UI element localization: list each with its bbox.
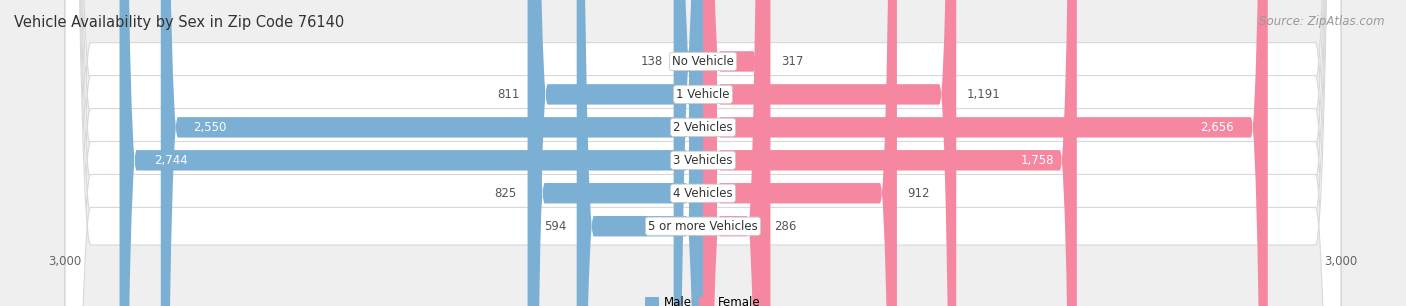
Text: 2 Vehicles: 2 Vehicles (673, 121, 733, 134)
FancyBboxPatch shape (576, 0, 703, 306)
Text: 2,656: 2,656 (1201, 121, 1234, 134)
Text: No Vehicle: No Vehicle (672, 55, 734, 68)
Text: 3 Vehicles: 3 Vehicles (673, 154, 733, 167)
FancyBboxPatch shape (65, 0, 1341, 306)
FancyBboxPatch shape (703, 0, 956, 306)
FancyBboxPatch shape (65, 0, 1341, 306)
Text: 2,550: 2,550 (193, 121, 226, 134)
FancyBboxPatch shape (160, 0, 703, 306)
FancyBboxPatch shape (120, 0, 703, 306)
FancyBboxPatch shape (673, 0, 703, 306)
Text: 2,744: 2,744 (155, 154, 188, 167)
Text: 594: 594 (544, 220, 567, 233)
FancyBboxPatch shape (65, 0, 1341, 306)
FancyBboxPatch shape (65, 0, 1341, 306)
Text: 1,191: 1,191 (967, 88, 1001, 101)
FancyBboxPatch shape (703, 0, 1077, 306)
Text: Vehicle Availability by Sex in Zip Code 76140: Vehicle Availability by Sex in Zip Code … (14, 15, 344, 30)
Legend: Male, Female: Male, Female (641, 291, 765, 306)
Text: 5 or more Vehicles: 5 or more Vehicles (648, 220, 758, 233)
Text: 4 Vehicles: 4 Vehicles (673, 187, 733, 200)
Text: 811: 811 (498, 88, 520, 101)
FancyBboxPatch shape (703, 0, 1268, 306)
FancyBboxPatch shape (65, 0, 1341, 306)
FancyBboxPatch shape (703, 0, 763, 306)
Text: 286: 286 (775, 220, 797, 233)
FancyBboxPatch shape (65, 0, 1341, 306)
Text: 317: 317 (782, 55, 803, 68)
FancyBboxPatch shape (530, 0, 703, 306)
FancyBboxPatch shape (527, 0, 703, 306)
Text: 1 Vehicle: 1 Vehicle (676, 88, 730, 101)
FancyBboxPatch shape (703, 0, 770, 306)
Text: Source: ZipAtlas.com: Source: ZipAtlas.com (1260, 15, 1385, 28)
Text: 138: 138 (641, 55, 664, 68)
Text: 825: 825 (495, 187, 517, 200)
Text: 912: 912 (907, 187, 929, 200)
Text: 1,758: 1,758 (1021, 154, 1054, 167)
FancyBboxPatch shape (703, 0, 897, 306)
